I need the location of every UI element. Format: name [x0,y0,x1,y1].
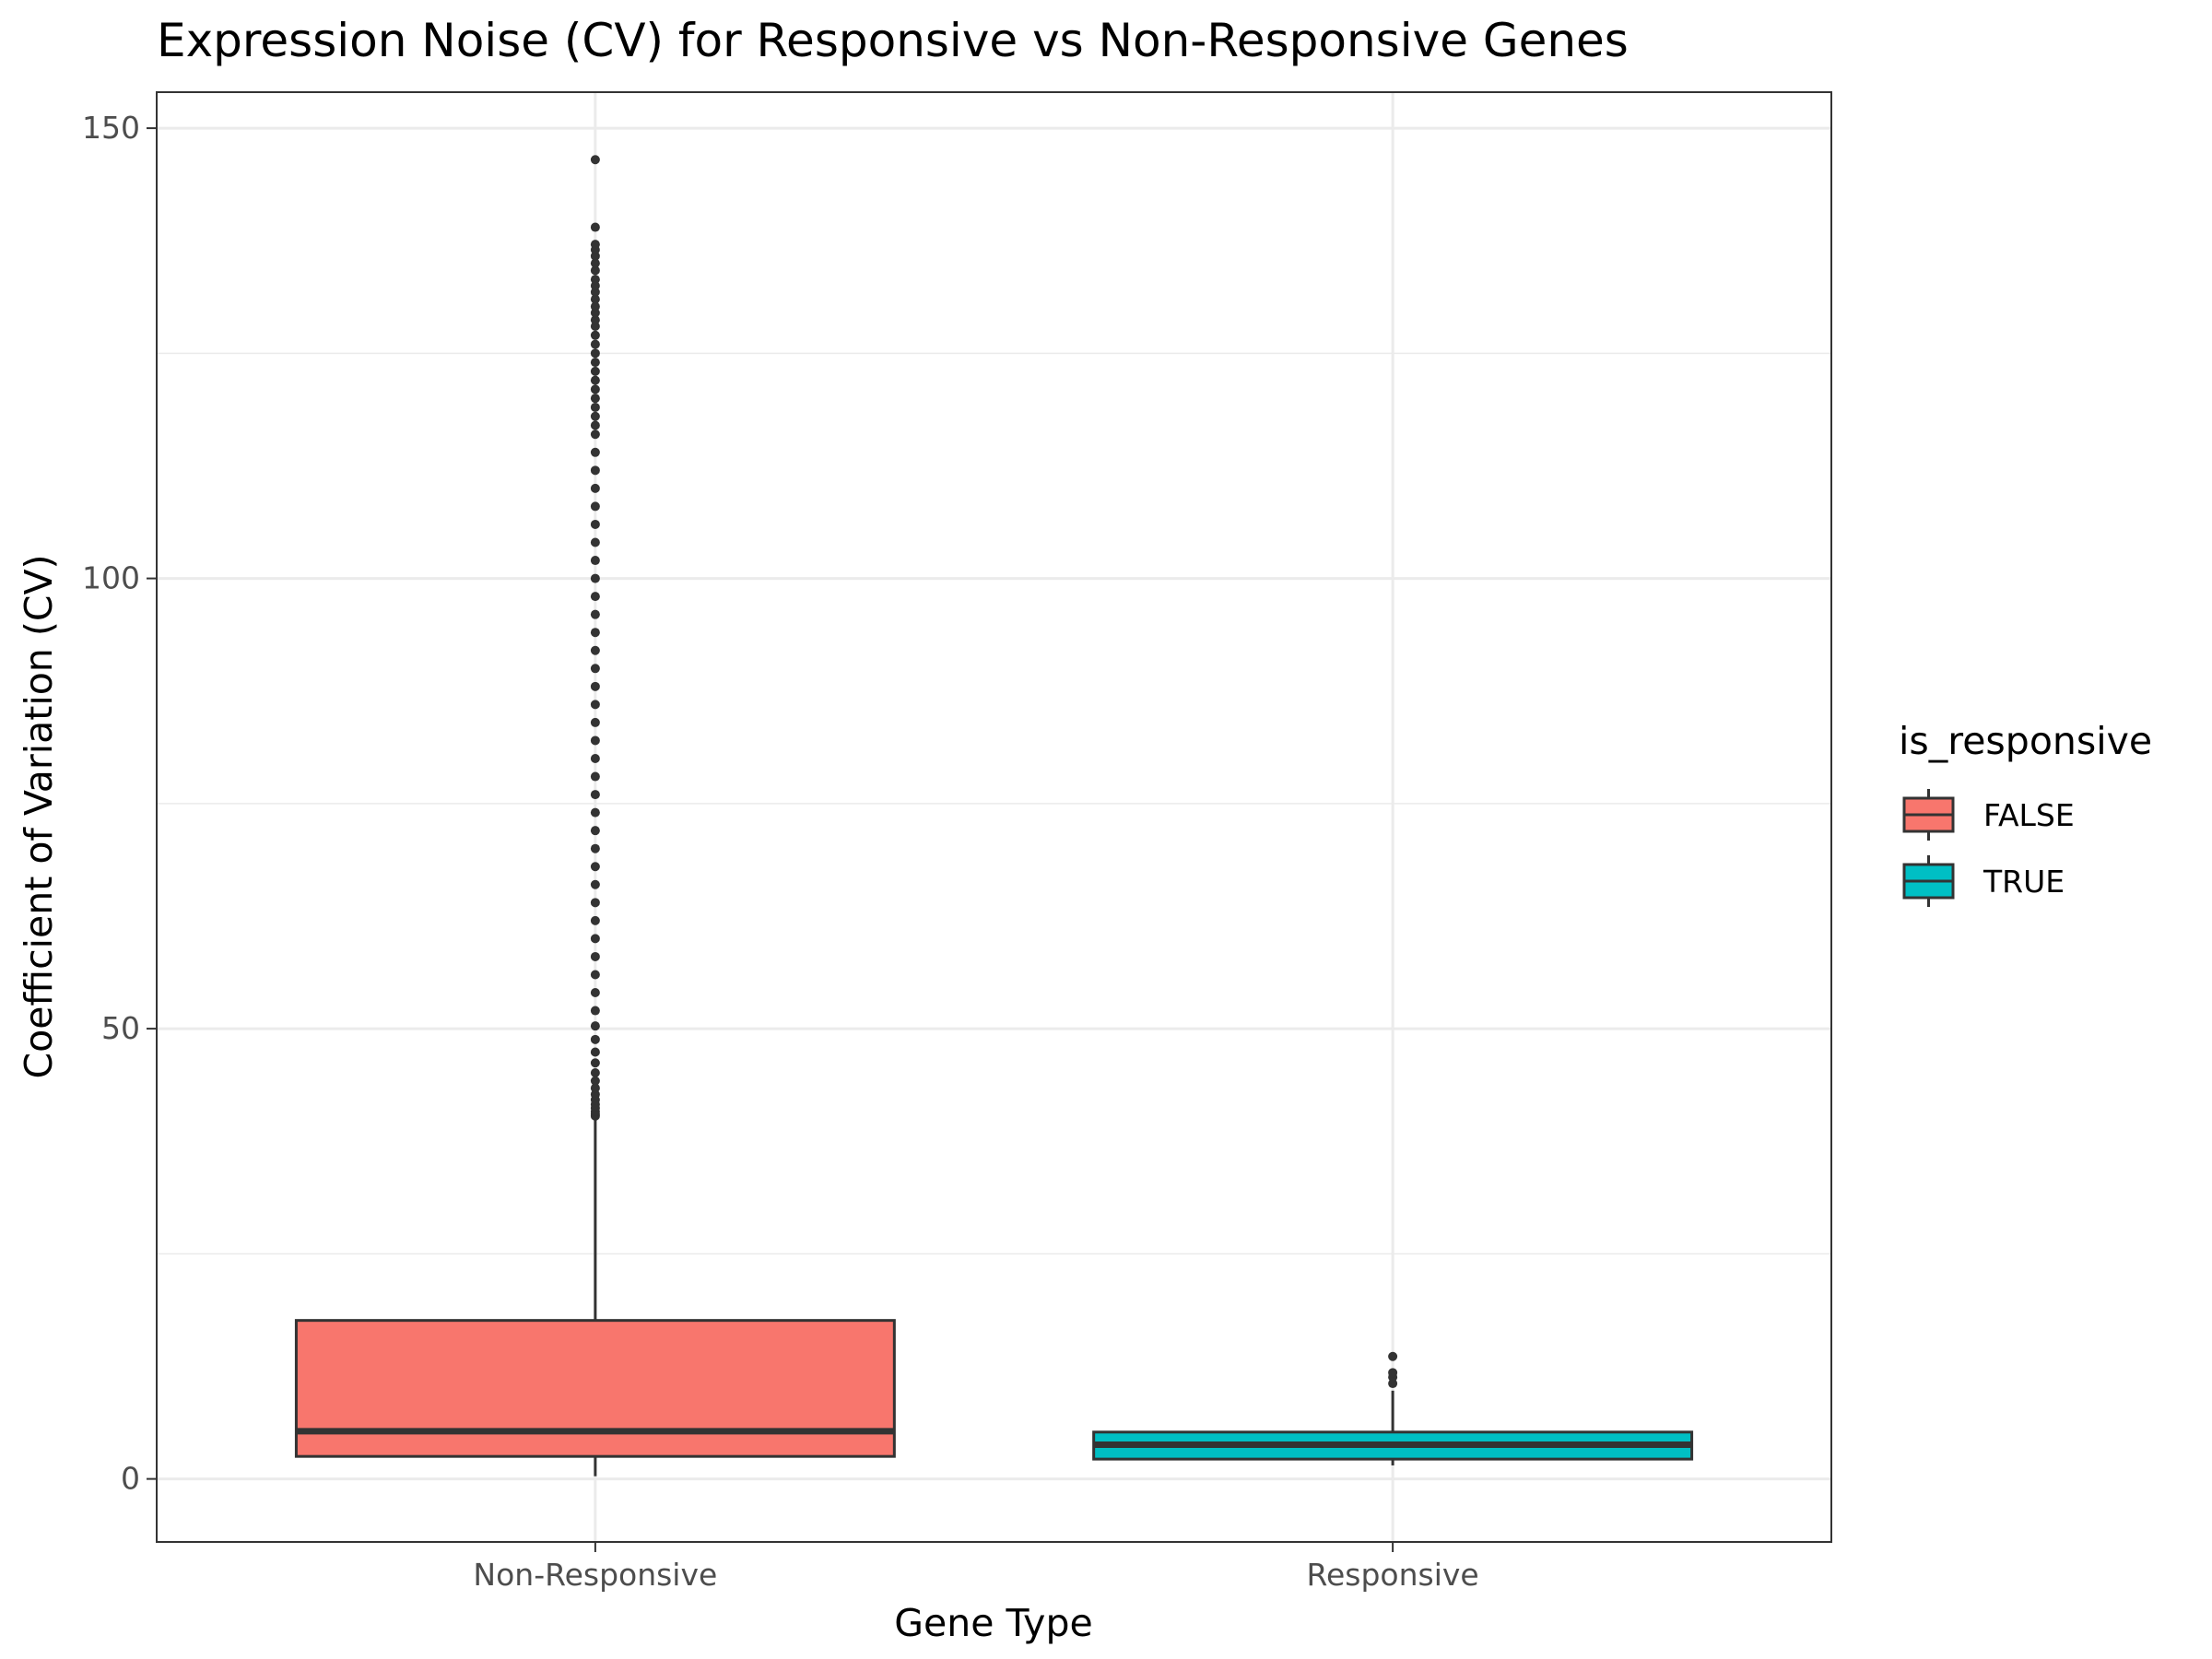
outlier-point [590,826,600,836]
outlier-point [590,898,600,908]
y-axis-title: Coefficient of Variation (CV) [17,555,61,1079]
legend-item-false: FALSE [1902,789,2075,841]
outlier-point [590,790,600,800]
y-tick-label: 50 [101,1010,140,1046]
outlier-point [590,265,600,276]
outlier-point [590,465,600,476]
outlier-point [590,1047,600,1057]
plot-background [157,92,1831,1542]
outlier-point [590,556,600,566]
y-tick-label: 100 [82,560,140,596]
x-axis: Non-Responsive Responsive [473,1542,1479,1593]
box-iqr [294,1319,896,1458]
outlier-point [590,429,600,440]
outlier-point [590,375,600,385]
outlier-point [590,501,600,512]
outlier-point [590,717,600,727]
outlier-point [590,628,600,638]
legend-item-true: TRUE [1902,855,2065,907]
outlier-point [590,862,600,872]
outlier-point [590,1006,600,1016]
outlier-point [590,281,600,291]
outlier-point [590,358,600,368]
outlier-point [590,988,600,998]
outlier-point [590,519,600,529]
plot-panel-border [156,91,1832,1543]
outlier-point [590,645,600,655]
outlier-point [590,394,600,404]
outlier-point [590,843,600,853]
outlier-point [590,483,600,493]
outlier-point [590,258,600,268]
outlier-point [590,1083,600,1093]
outlier-point [590,315,600,325]
outlier-point [590,240,600,250]
chart-title: Expression Noise (CV) for Responsive vs … [157,14,1629,67]
outlier-point [590,308,600,318]
legend: is_responsive FALSE TRUE [1899,719,2152,907]
outlier-point [590,222,600,232]
outlier-point [590,330,600,340]
outlier-point [590,366,600,376]
outlier-point [590,753,600,763]
outlier-point [1388,1351,1398,1361]
outlier-point [590,970,600,980]
outlier-point [590,1058,600,1068]
box-responsive [1092,1351,1694,1465]
outlier-point [590,951,600,961]
x-tick-label: Non-Responsive [473,1557,717,1593]
outlier-point [590,573,600,583]
outlier-point [1388,1379,1398,1389]
outlier-point [590,609,600,619]
outlier-point [590,447,600,457]
outlier-point [590,294,600,304]
outlier-point [590,735,600,746]
x-tick-label: Responsive [1307,1557,1479,1593]
outlier-point [590,1021,600,1031]
legend-title: is_responsive [1899,719,2152,763]
outlier-point [590,915,600,925]
x-axis-title: Gene Type [894,1601,1092,1645]
outlier-point [590,1067,600,1077]
outlier-point [590,879,600,889]
outlier-point [590,287,600,297]
outlier-point [590,934,600,944]
outlier-point [590,771,600,782]
outlier-point [590,1034,600,1044]
y-axis: 0 50 100 150 [82,110,157,1497]
box-non-responsive [294,155,896,1477]
outlier-point [590,322,600,332]
outlier-point [590,1089,600,1100]
outlier-point [590,420,600,430]
outlier-point [590,592,600,602]
outlier-point [590,537,600,547]
outlier-point [590,339,600,349]
outlier-point [590,275,600,285]
outlier-point [590,664,600,674]
outlier-point [590,681,600,691]
outlier-point [590,1076,600,1086]
outlier-point [590,155,600,165]
outlier-point [590,301,600,312]
outlier-point [1388,1368,1398,1378]
outlier-point [590,348,600,359]
y-tick-label: 0 [121,1461,140,1497]
outlier-point [590,402,600,412]
legend-label: FALSE [1983,797,2075,833]
outlier-point [590,384,600,394]
outlier-point [590,251,600,261]
outlier-point [590,700,600,710]
legend-label: TRUE [1983,864,2065,900]
outlier-point [590,807,600,818]
outlier-point [590,411,600,421]
y-tick-label: 150 [82,110,140,146]
box-layer [294,155,1694,1477]
